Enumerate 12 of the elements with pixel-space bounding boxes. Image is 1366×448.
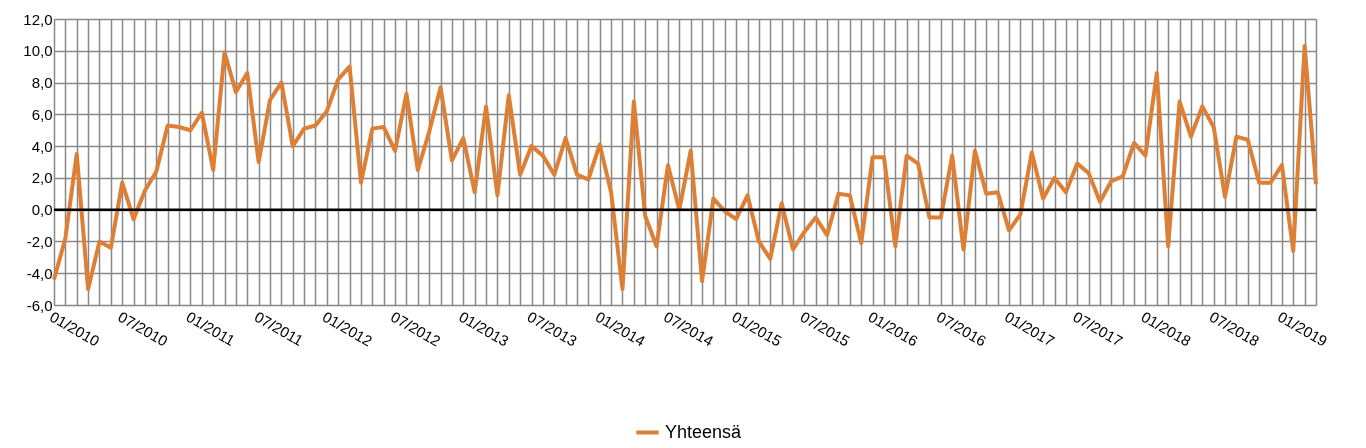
y-tick-label: 0,0 xyxy=(31,201,53,219)
y-tick-label: 10,0 xyxy=(23,42,53,60)
y-tick-label: 12,0 xyxy=(23,10,53,28)
y-tick-label: 6,0 xyxy=(31,105,53,123)
y-tick-label: -6,0 xyxy=(26,296,53,314)
y-tick-label: -4,0 xyxy=(26,264,53,282)
y-tick-label: 8,0 xyxy=(31,74,53,92)
line-series xyxy=(52,44,1318,292)
legend-label: Yhteensä xyxy=(665,421,743,442)
y-tick-label: -2,0 xyxy=(26,232,53,250)
y-tick-label: 2,0 xyxy=(31,169,53,187)
y-tick-label: 4,0 xyxy=(31,137,53,155)
